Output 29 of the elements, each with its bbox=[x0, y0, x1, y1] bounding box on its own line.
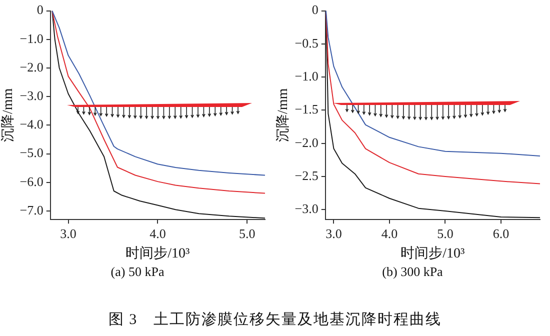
x-tick-label: 5.0 bbox=[238, 226, 256, 241]
y-tick-label: −7.0 bbox=[20, 202, 44, 218]
y-tick-label: −0.5 bbox=[294, 35, 318, 50]
y-tick-label: −1.0 bbox=[294, 68, 318, 84]
y-axis-title: 沉降/mm bbox=[0, 88, 16, 142]
x-axis-title: 时间步/10³ bbox=[400, 245, 465, 262]
y-tick-label: −1.5 bbox=[294, 102, 318, 117]
y-tick-label: −4.0 bbox=[20, 116, 44, 132]
y-axis-title: 沉降/mm bbox=[275, 88, 292, 142]
text: (b) 300 kPa bbox=[381, 264, 444, 280]
y-tick-label: −3.0 bbox=[20, 88, 44, 104]
x-tick-label: 5.0 bbox=[437, 226, 454, 241]
y-tick-label: −6.0 bbox=[20, 174, 44, 189]
x-axis-title: 时间步/10³ bbox=[126, 245, 190, 262]
y-tick-label: −3.0 bbox=[294, 201, 318, 216]
y-tick-label: −1.0 bbox=[20, 30, 44, 46]
y-tick-label: 0 bbox=[36, 2, 44, 18]
x-tick-label: 3.0 bbox=[326, 226, 342, 241]
y-tick-label: −5.0 bbox=[20, 145, 44, 160]
text: (a) 50 kPa bbox=[110, 264, 166, 280]
y-tick-label: 0 bbox=[312, 2, 318, 18]
x-tick-label: 6.0 bbox=[492, 226, 510, 241]
caption: 图 3 土工防渗膜位移矢量及地基沉降时程曲线 bbox=[107, 310, 443, 329]
x-tick-label: 4.0 bbox=[381, 226, 398, 241]
x-tick-label: 4.0 bbox=[150, 226, 166, 241]
y-tick-label: −2.0 bbox=[294, 134, 318, 150]
x-tick-label: 3.0 bbox=[60, 226, 76, 241]
y-tick-label: −2.0 bbox=[20, 59, 44, 74]
y-tick-label: −2.5 bbox=[294, 168, 318, 183]
